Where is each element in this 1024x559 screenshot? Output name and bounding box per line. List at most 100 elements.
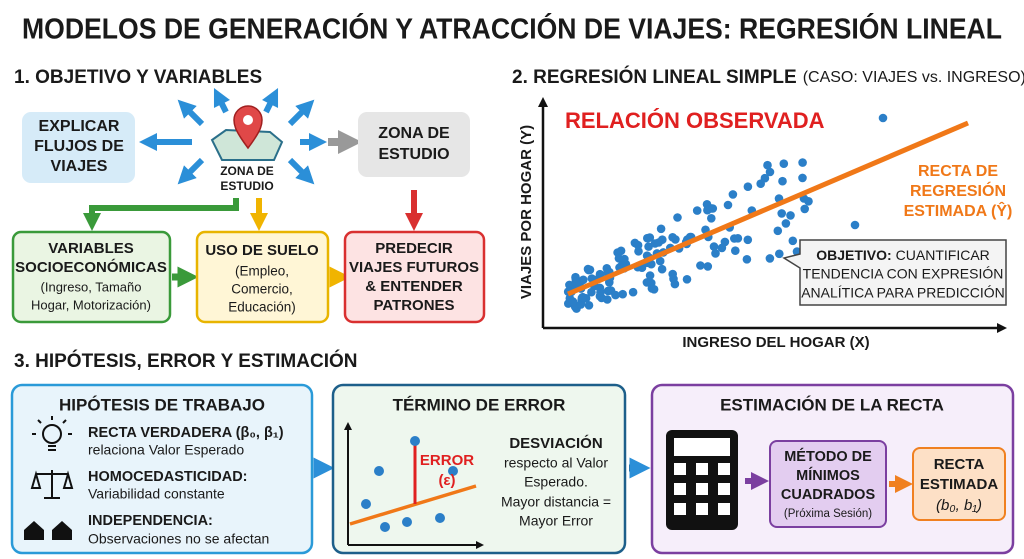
scatter-dot xyxy=(723,200,733,210)
scatter-dot xyxy=(655,256,665,266)
scatter-dot xyxy=(649,285,659,294)
error-text: Mayor distancia = xyxy=(501,494,611,510)
scatter-dot xyxy=(605,278,614,287)
error-text: Mayor Error xyxy=(519,513,593,529)
explain-text: VIAJES xyxy=(51,158,108,175)
radiating-arrows xyxy=(139,87,327,185)
scatter-plot xyxy=(538,97,1007,333)
method-text: MÍNIMOS xyxy=(796,467,860,484)
method-text: CUADRADOS xyxy=(781,487,876,503)
main-title: MODELOS DE GENERACIÓN Y ATRACCIÓN DE VIA… xyxy=(22,12,1002,46)
scatter-dot xyxy=(568,297,578,306)
scatter-dot xyxy=(765,254,775,263)
zone-box xyxy=(358,112,470,177)
center-label: ZONA DE xyxy=(220,164,274,178)
explain-text: FLUJOS DE xyxy=(34,138,124,155)
land-title: USO DE SUELO xyxy=(205,242,319,259)
scatter-dot xyxy=(595,269,605,279)
observed-label: RELACIÓN OBSERVADA xyxy=(565,108,825,133)
box-title: HIPÓTESIS DE TRABAJO xyxy=(59,395,265,414)
scatter-dot xyxy=(579,275,588,285)
scatter-dot xyxy=(786,211,795,220)
explain-text: EXPLICAR xyxy=(39,118,120,135)
scatter-dot xyxy=(587,287,596,297)
result-box xyxy=(912,447,1006,521)
scatter-dot xyxy=(756,179,765,188)
zone-text: ESTUDIO xyxy=(378,146,449,163)
scatter-dot xyxy=(576,300,586,309)
scatter-dot xyxy=(595,283,605,293)
scatter-dot xyxy=(654,238,663,247)
land-detail: Educación) xyxy=(228,300,296,315)
calculator-icon xyxy=(666,430,738,530)
center-label: ESTUDIO xyxy=(220,179,273,193)
scatter-dot xyxy=(765,167,775,177)
scatter-dot xyxy=(708,204,718,213)
scatter-dot xyxy=(707,214,716,223)
fit-label: REGRESIÓN xyxy=(910,181,1006,200)
fit-label: ESTIMADA (Ŷ) xyxy=(904,201,1013,220)
hypothesis-item: Variabilidad constante xyxy=(88,486,225,502)
hypothesis-item: Observaciones no se afectan xyxy=(88,531,269,547)
scatter-dot xyxy=(611,290,620,300)
scatter-dot xyxy=(634,247,643,256)
fit-label: RECTA DE xyxy=(918,163,998,180)
scatter-dot xyxy=(788,236,798,246)
scatter-dot xyxy=(709,242,719,251)
scatter-dot xyxy=(731,246,740,255)
predict-text: VIAJES FUTUROS xyxy=(349,259,479,276)
method-note: (Próxima Sesión) xyxy=(784,508,872,520)
houses-icon xyxy=(24,521,72,540)
error-label: ERROR xyxy=(420,452,474,469)
scatter-dot xyxy=(798,173,807,183)
scatter-dot xyxy=(696,261,705,270)
scatter-dot xyxy=(571,278,581,288)
scatter-dot xyxy=(583,264,593,274)
scatter-dot xyxy=(773,226,783,236)
error-box xyxy=(331,383,627,555)
error-mini-plot xyxy=(344,422,484,549)
scatter-dot xyxy=(779,159,789,168)
section-heading: 3. HIPÓTESIS, ERROR Y ESTIMACIÓN xyxy=(14,350,357,372)
land-box xyxy=(195,230,330,324)
predict-text: PATRONES xyxy=(373,297,454,314)
box-title: TÉRMINO DE ERROR xyxy=(393,395,566,414)
scatter-dot xyxy=(778,176,787,186)
scatter-dot xyxy=(628,287,638,297)
x-axis-label: INGRESO DEL HOGAR (X) xyxy=(682,334,869,351)
socio-detail: (Ingreso, Tamaño xyxy=(41,279,142,294)
scatter-dot xyxy=(692,206,702,215)
scatter-dot xyxy=(798,158,807,167)
scatter-dot xyxy=(673,213,682,222)
scatter-dot xyxy=(643,233,652,243)
scatter-dot xyxy=(668,233,677,242)
scatter-dot xyxy=(616,246,626,256)
scatter-dot xyxy=(777,209,786,218)
socio-detail: Hogar, Motorización) xyxy=(31,297,151,312)
section-heading: 1. OBJETIVO Y VARIABLES xyxy=(14,67,262,88)
socio-title: SOCIOECONÓMICAS xyxy=(15,258,167,276)
scatter-dot xyxy=(743,182,753,191)
scatter-dot xyxy=(711,249,720,258)
regression-line xyxy=(567,120,969,297)
map-pin-icon xyxy=(210,105,284,161)
result-text: (b₀, b₁) xyxy=(936,497,982,514)
scatter-dot xyxy=(657,264,667,274)
objective-text: TENDENCIA CON EXPRESIÓN xyxy=(803,266,1004,282)
method-text: MÉTODO DE xyxy=(784,448,872,465)
scatter-dot xyxy=(682,275,692,284)
hypothesis-item: HOMOCEDASTICIDAD: xyxy=(88,469,248,485)
arrow xyxy=(83,198,239,231)
error-label: (ε) xyxy=(438,472,455,489)
socio-box xyxy=(11,230,172,324)
scatter-dot xyxy=(703,262,713,271)
land-detail: (Empleo, xyxy=(235,264,289,279)
scatter-dot xyxy=(645,271,655,280)
error-text: respecto al Valor xyxy=(504,455,608,471)
scatter-dot xyxy=(618,289,627,299)
scatter-dot xyxy=(603,286,613,296)
scatter-dot xyxy=(630,238,640,248)
objective-text: OBJETIVO: CUANTIFICAR xyxy=(816,247,990,263)
